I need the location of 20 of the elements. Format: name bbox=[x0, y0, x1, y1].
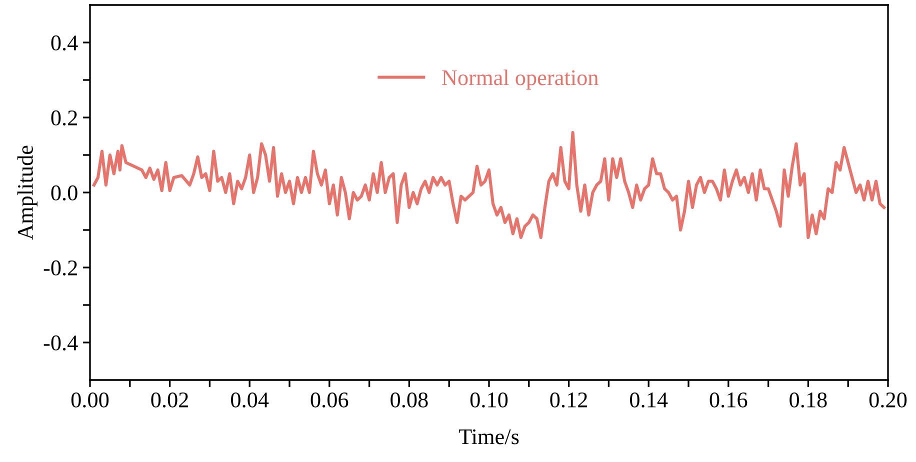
x-tick-label: 0.16 bbox=[710, 392, 748, 408]
legend-label: Normal operation bbox=[442, 70, 598, 90]
x-tick-label: 0.04 bbox=[231, 392, 269, 408]
y-tick-label: 0.0 bbox=[51, 185, 78, 201]
x-tick-label: 0.18 bbox=[790, 392, 827, 408]
x-tick-label: 0.06 bbox=[310, 392, 348, 408]
x-axis-title: Time/s bbox=[458, 429, 519, 444]
x-tick-label: 0.20 bbox=[869, 392, 907, 408]
line-series bbox=[92, 130, 886, 240]
x-tick-label: 0.12 bbox=[550, 392, 588, 408]
x-tick-label: 0.02 bbox=[151, 392, 188, 408]
x-tick-label: 0.08 bbox=[390, 392, 428, 408]
y-tick-label: -0.4 bbox=[44, 335, 78, 351]
y-tick-label: -0.2 bbox=[44, 260, 77, 276]
y-axis-title: Amplitude bbox=[17, 146, 38, 240]
x-tick-label: 0.00 bbox=[71, 392, 109, 408]
x-tick-label: 0.10 bbox=[470, 392, 508, 408]
y-tick-label: 0.4 bbox=[51, 35, 78, 51]
y-tick-label: 0.2 bbox=[51, 110, 77, 126]
x-tick-label: 0.14 bbox=[630, 392, 668, 408]
